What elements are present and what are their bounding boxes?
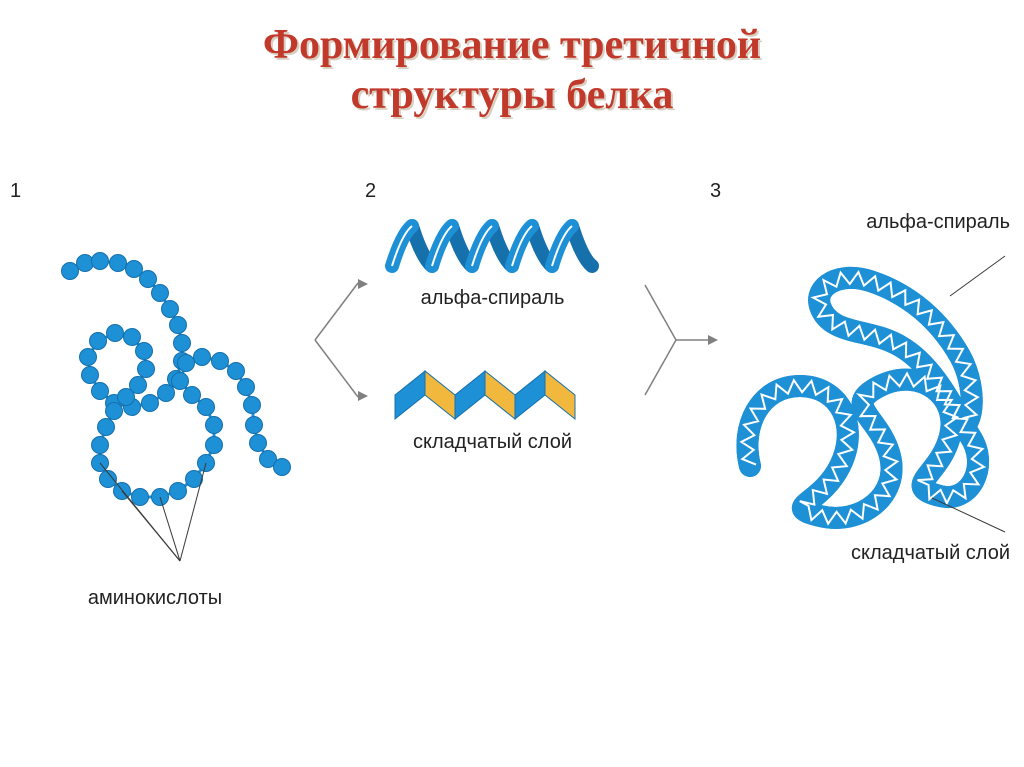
arrow-2-to-3 — [640, 275, 720, 405]
page: Формирование третичной структуры белка 1… — [0, 0, 1024, 767]
title-line2: структуры белка — [351, 72, 674, 118]
beta-sheet-svg — [365, 365, 620, 425]
alpha-helix-svg — [365, 211, 620, 281]
tertiary-svg — [710, 236, 1010, 536]
title-line1: Формирование третичной — [263, 22, 761, 68]
caption-alpha-helix: альфа-спираль — [365, 287, 620, 310]
page-title: Формирование третичной структуры белка — [0, 0, 1024, 121]
panel-primary: 1 аминокислоты — [10, 180, 300, 580]
panel-secondary: 2 альфа-спираль складчатый слой — [365, 180, 620, 580]
panel-tertiary: 3 альфа-спираль складчатый слой — [710, 180, 1010, 580]
panel-1-number: 1 — [10, 180, 300, 203]
caption-3-alpha-helix: альфа-спираль — [710, 211, 1010, 234]
caption-3-beta-sheet: складчатый слой — [710, 542, 1010, 565]
arrow-1-to-2 — [310, 275, 370, 405]
panel-2-number: 2 — [365, 180, 620, 203]
caption-aminoacids: аминокислоты — [10, 587, 300, 610]
primary-chain-svg — [10, 211, 300, 581]
caption-beta-sheet: складчатый слой — [365, 431, 620, 454]
diagram-area: 1 аминокислоты 2 альфа-спираль складчаты… — [10, 170, 1010, 620]
panel-3-number: 3 — [710, 180, 1010, 203]
